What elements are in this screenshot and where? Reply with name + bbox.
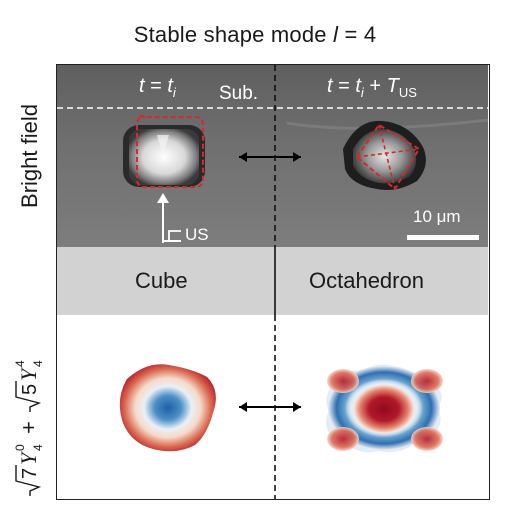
transition-arrow-top (239, 152, 301, 162)
us-arrow-label: US (185, 225, 209, 244)
figure-panel-frame: t = ti Sub. t = ti + TUS US 10 μm Cube O… (56, 64, 490, 500)
svg-text:+: + (16, 421, 41, 434)
time-label-left: t = ti (139, 75, 176, 100)
svg-text:5: 5 (19, 384, 41, 395)
harmonic-renderings (119, 364, 443, 453)
shape-name-cube: Cube (135, 268, 188, 293)
svg-text:7: 7 (19, 468, 41, 479)
svg-text:4: 4 (31, 360, 45, 367)
svg-text:4: 4 (31, 444, 45, 451)
figure-title: Stable shape mode l = 4 (0, 22, 510, 48)
shape-name-band (57, 247, 488, 315)
svg-text:Y: Y (16, 366, 41, 381)
svg-text:Y: Y (16, 450, 41, 465)
title-prefix: Stable shape mode (133, 22, 334, 47)
svg-text:0: 0 (13, 444, 27, 451)
scale-bar (407, 235, 479, 240)
ultrasound-arrow (157, 193, 181, 243)
title-suffix: = 4 (338, 22, 377, 47)
center-divider (274, 65, 276, 499)
row-label-bright-field: Bright field (17, 104, 42, 208)
cube-harmonic-rendering (119, 364, 216, 452)
cube-bubble (123, 115, 205, 188)
substrate-label: Sub. (219, 83, 259, 104)
bright-field-micrograph (57, 65, 488, 247)
octahedron-harmonic-rendering (326, 364, 443, 453)
harmonic-formula-graphic: 7 Y 0 4 + 5 Y 4 4 (13, 360, 45, 496)
scale-bar-label: 10 μm (413, 207, 461, 226)
row-label-harmonic-formula: 7 Y 0 4 + 5 Y 4 4 (2, 308, 54, 498)
svg-text:4: 4 (13, 360, 27, 367)
time-label-right: t = ti + TUS (327, 75, 417, 100)
transition-arrow-bottom (239, 402, 301, 412)
shape-name-octahedron: Octahedron (309, 268, 424, 293)
title-variable: l (333, 22, 339, 47)
octahedron-bubble (343, 120, 426, 191)
